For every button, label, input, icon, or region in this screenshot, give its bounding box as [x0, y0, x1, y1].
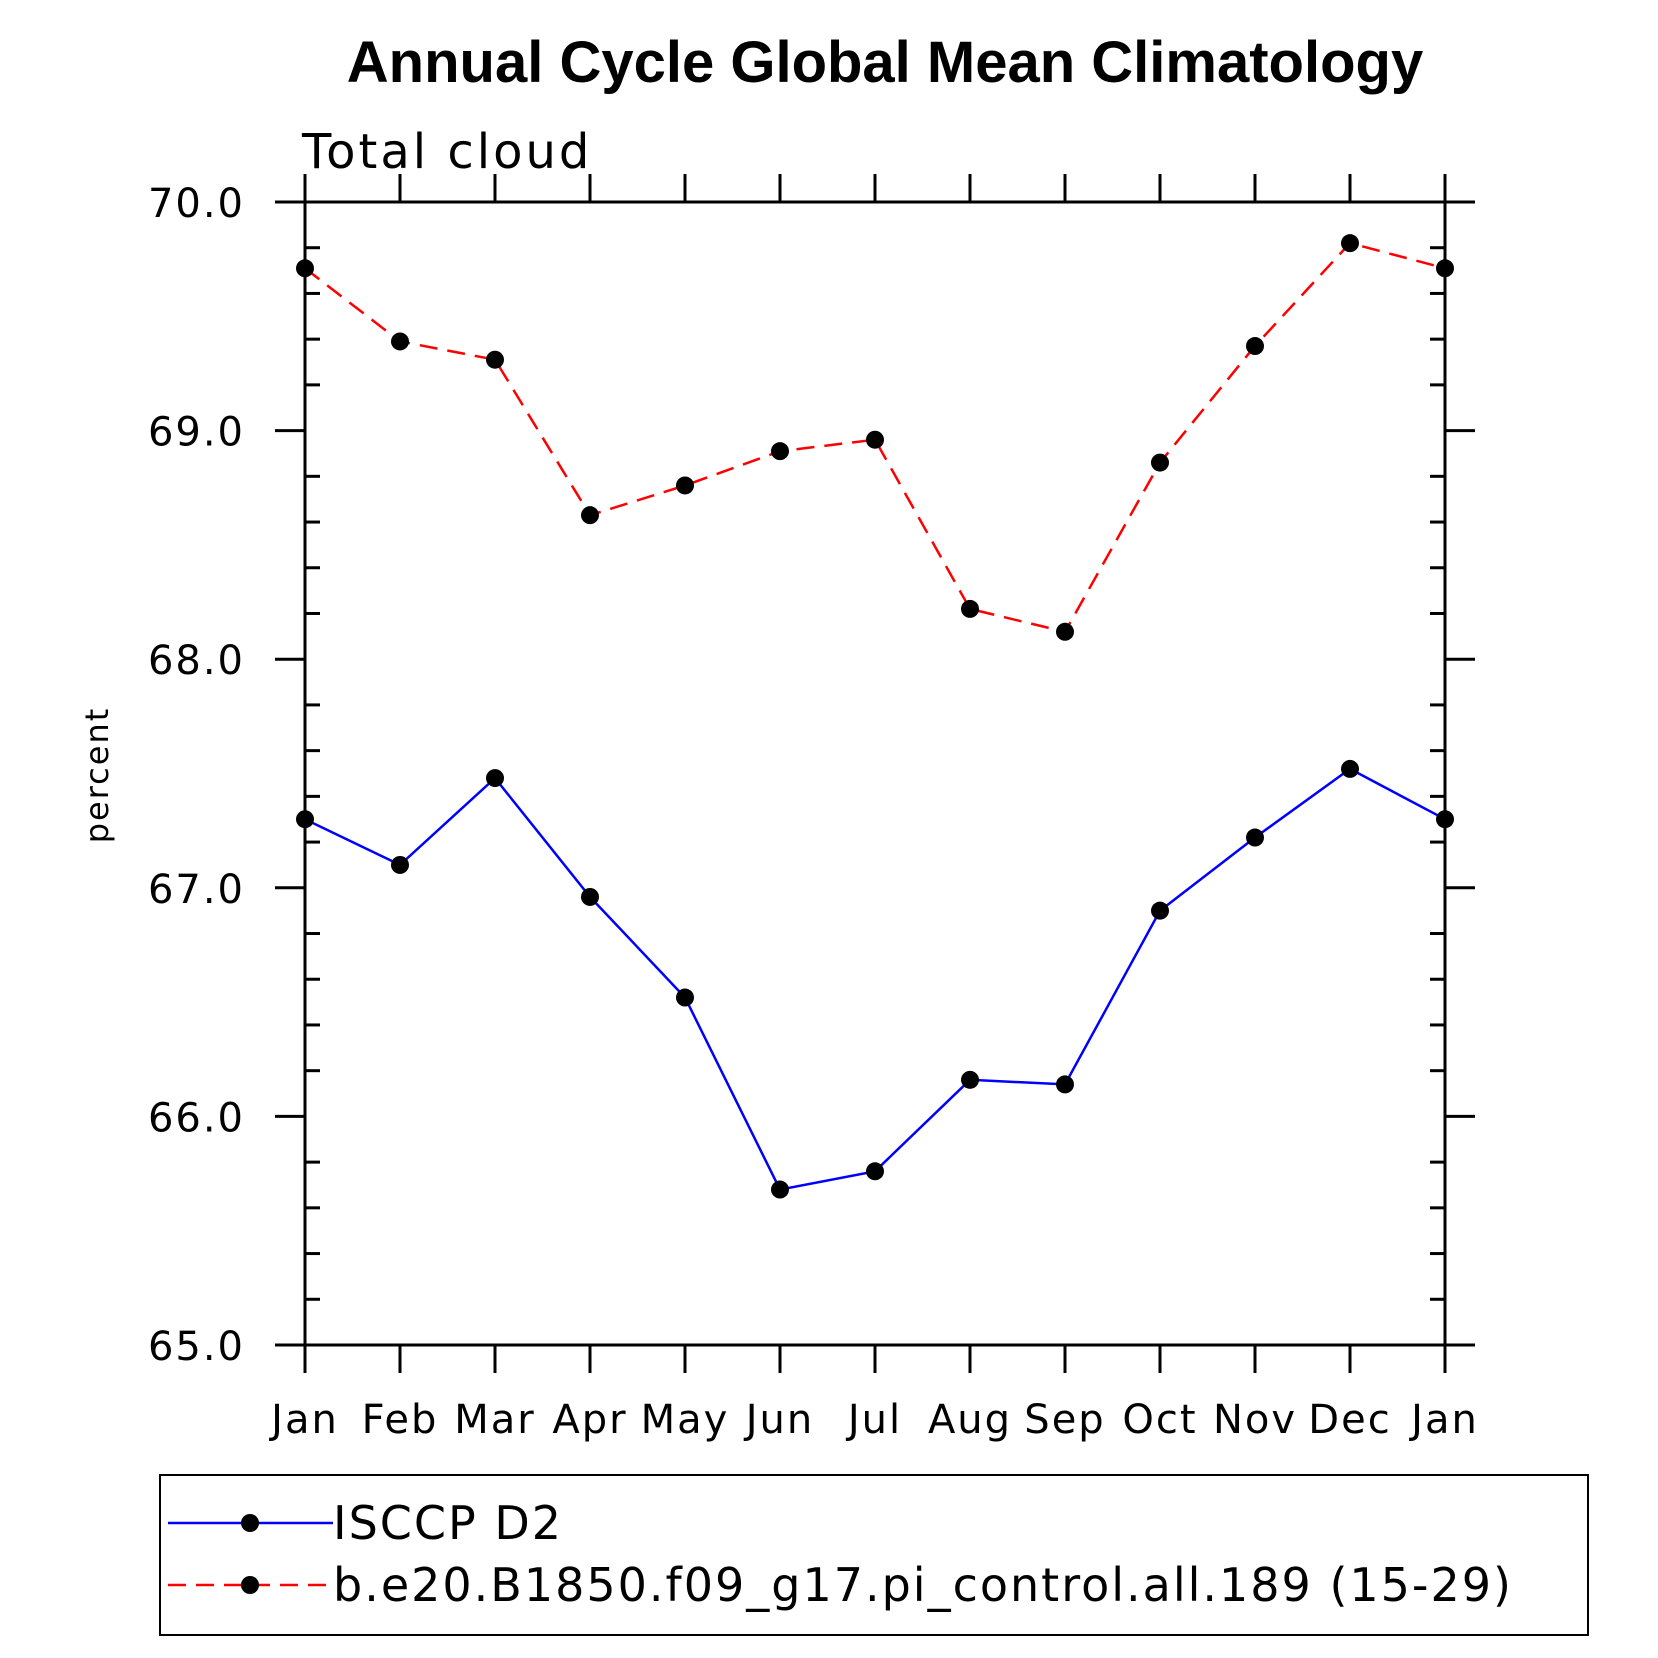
- series-layer: [296, 234, 1454, 1199]
- data-point: [581, 506, 599, 525]
- y-tick-label: 66.0: [148, 1095, 245, 1141]
- data-point: [1056, 1075, 1074, 1094]
- data-point: [1151, 453, 1169, 472]
- data-point: [1341, 759, 1359, 778]
- legend-label-0: ISCCP D2: [333, 1496, 563, 1550]
- legend: ISCCP D2 b.e20.B1850.f09_g17.pi_control.a…: [159, 1474, 1589, 1636]
- data-point: [866, 430, 884, 449]
- x-tick-label: Aug: [928, 1397, 1012, 1443]
- x-tick-label: Jan: [268, 1397, 339, 1443]
- legend-marker-0: [241, 1514, 259, 1532]
- data-point: [1341, 234, 1359, 253]
- y-axis-label: percent: [78, 707, 116, 844]
- x-tick-label: May: [641, 1397, 730, 1443]
- data-point: [581, 887, 599, 906]
- x-tick-label: Apr: [552, 1397, 627, 1443]
- data-point: [771, 1180, 789, 1199]
- data-point: [1436, 259, 1454, 278]
- y-tick-label: 68.0: [148, 638, 245, 684]
- legend-label-1: b.e20.B1850.f09_g17.pi_control.all.189 (…: [333, 1558, 1513, 1612]
- x-tick-label: Nov: [1213, 1397, 1297, 1443]
- x-tick-label: Mar: [454, 1397, 535, 1443]
- y-tick-label: 69.0: [148, 410, 245, 456]
- y-tick-label: 67.0: [148, 867, 245, 913]
- data-point: [486, 769, 504, 788]
- data-point: [486, 350, 504, 369]
- data-point: [1056, 622, 1074, 641]
- x-tick-label: Jan: [1408, 1397, 1479, 1443]
- data-point: [391, 332, 409, 351]
- x-tick-label: Jun: [743, 1397, 815, 1443]
- legend-marker-1: [241, 1576, 259, 1594]
- data-point: [1246, 337, 1264, 356]
- data-point: [391, 855, 409, 874]
- data-point: [1246, 828, 1264, 847]
- data-point: [961, 1070, 979, 1089]
- x-tick-label: Dec: [1308, 1397, 1391, 1443]
- data-point: [866, 1162, 884, 1181]
- data-point: [771, 442, 789, 461]
- data-point: [1436, 810, 1454, 829]
- chart-title: Annual Cycle Global Mean Climatology: [347, 30, 1423, 95]
- y-tick-label: 70.0: [148, 181, 245, 227]
- legend-box: [159, 1474, 1589, 1636]
- x-tick-label: Oct: [1122, 1397, 1197, 1443]
- data-point: [961, 599, 979, 618]
- chart-subtitle: Total cloud: [301, 124, 592, 180]
- data-point: [676, 476, 694, 495]
- axes: Jan Feb Mar Apr May Jun Jul Aug Sep Oct Nov Dec Jan 6…: [148, 174, 1479, 1443]
- data-point: [676, 988, 694, 1007]
- series-line-0: [304, 767, 1446, 1192]
- x-tick-label: Sep: [1024, 1397, 1105, 1443]
- y-tick-label: 65.0: [148, 1324, 245, 1370]
- data-point: [296, 810, 314, 829]
- x-tick-label: Jul: [845, 1397, 902, 1443]
- data-point: [296, 259, 314, 278]
- x-tick-label: Feb: [362, 1397, 439, 1443]
- data-point: [1151, 901, 1169, 920]
